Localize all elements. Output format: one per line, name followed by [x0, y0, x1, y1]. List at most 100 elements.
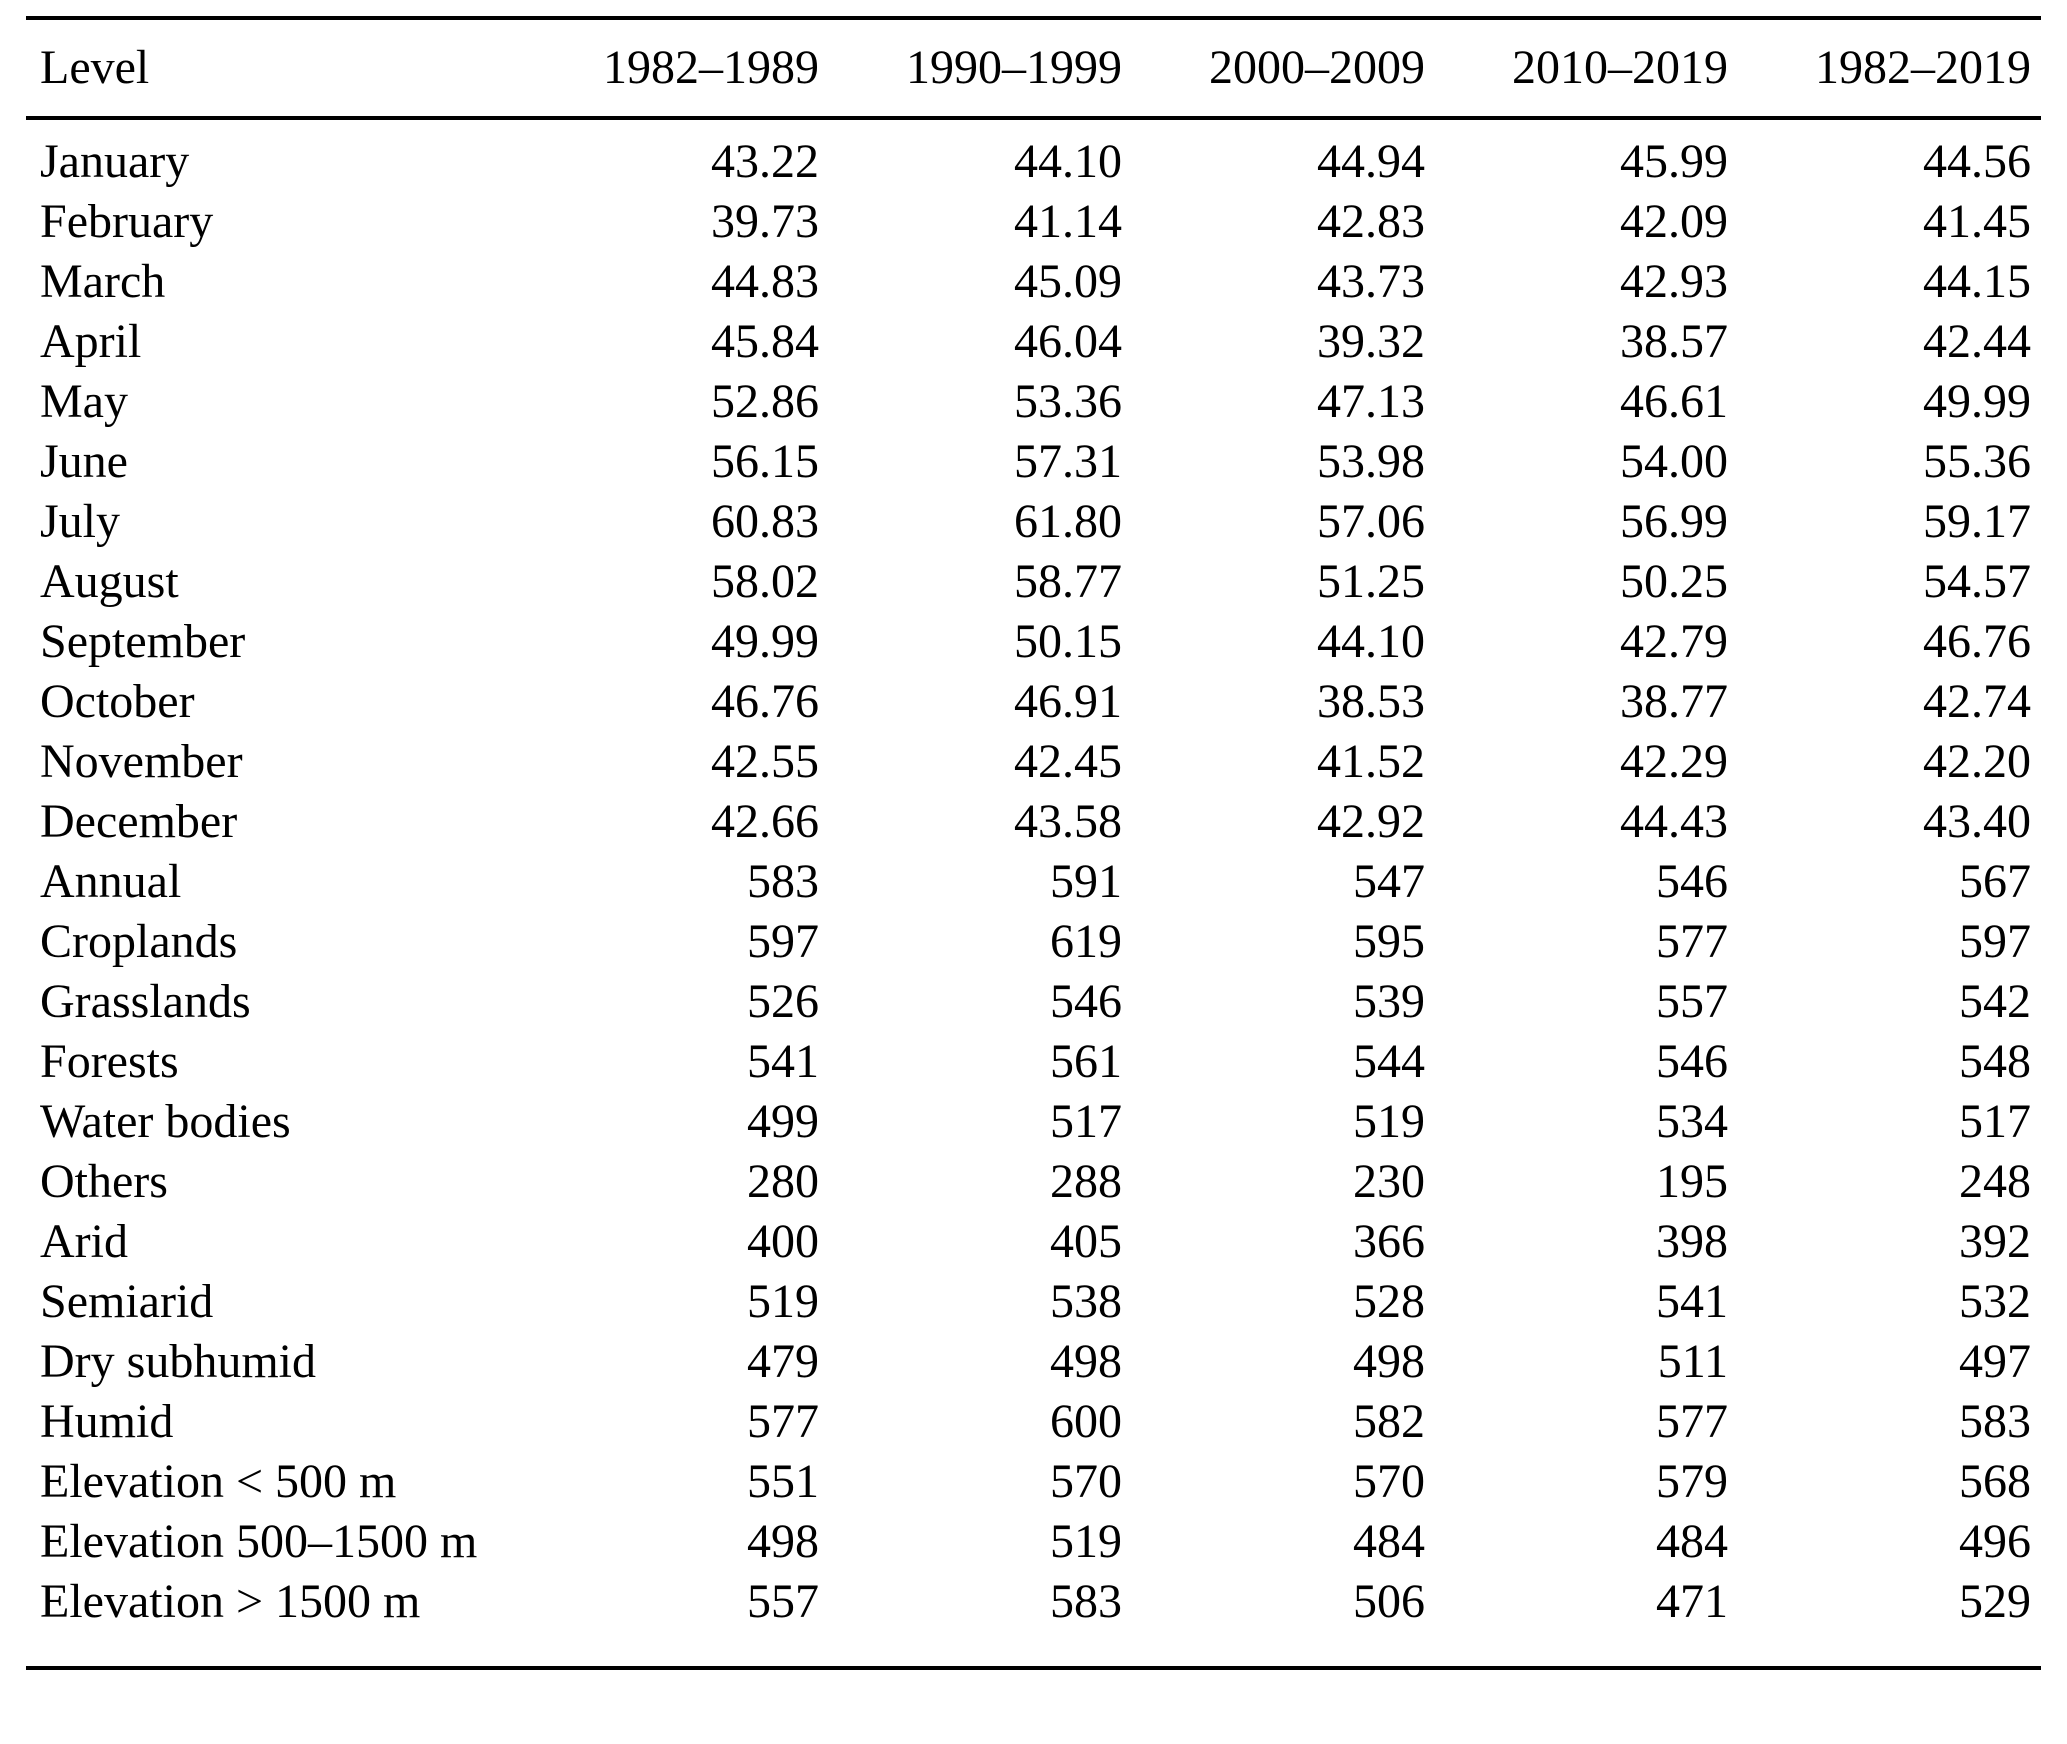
table-row: Elevation 500–1500 m 498 519 484 484 496 — [26, 1512, 2041, 1572]
table-row: February 39.73 41.14 42.83 42.09 41.45 — [26, 192, 2041, 252]
value-cell: 195 — [1656, 1155, 1728, 1208]
value-cell: 579 — [1656, 1455, 1728, 1508]
value-cell: 42.74 — [1923, 675, 2031, 728]
table-row: Water bodies 499 517 519 534 517 — [26, 1092, 2041, 1152]
value-cell: 42.29 — [1620, 735, 1728, 788]
value-cell: 46.76 — [1923, 615, 2031, 668]
value-cell: 561 — [1050, 1035, 1122, 1088]
value-cell: 42.79 — [1620, 615, 1728, 668]
table-row: October 46.76 46.91 38.53 38.77 42.74 — [26, 672, 2041, 732]
value-cell: 517 — [1959, 1095, 2031, 1148]
value-cell: 46.76 — [711, 675, 819, 728]
value-cell: 55.36 — [1923, 435, 2031, 488]
value-cell: 405 — [1050, 1215, 1122, 1268]
value-cell: 44.94 — [1317, 135, 1425, 188]
value-cell: 288 — [1050, 1155, 1122, 1208]
value-cell: 58.02 — [711, 555, 819, 608]
value-cell: 547 — [1353, 855, 1425, 908]
value-cell: 528 — [1353, 1275, 1425, 1328]
column-header: 2000–2009 — [1132, 18, 1435, 120]
value-cell: 496 — [1959, 1515, 2031, 1568]
value-cell: 44.83 — [711, 255, 819, 308]
value-cell: 280 — [747, 1155, 819, 1208]
row-label: July — [40, 495, 121, 548]
row-label: Elevation < 500 m — [40, 1455, 397, 1508]
value-cell: 583 — [747, 855, 819, 908]
value-cell: 548 — [1959, 1035, 2031, 1088]
row-label: November — [40, 735, 243, 788]
value-cell: 39.73 — [711, 195, 819, 248]
value-cell: 39.32 — [1317, 315, 1425, 368]
value-cell: 41.52 — [1317, 735, 1425, 788]
value-cell: 366 — [1353, 1215, 1425, 1268]
value-cell: 44.43 — [1620, 795, 1728, 848]
table-row: Humid 577 600 582 577 583 — [26, 1392, 2041, 1452]
table-row: January 43.22 44.10 44.94 45.99 44.56 — [26, 118, 2041, 192]
value-cell: 44.10 — [1317, 615, 1425, 668]
table-row: Croplands 597 619 595 577 597 — [26, 912, 2041, 972]
value-cell: 570 — [1050, 1455, 1122, 1508]
value-cell: 46.91 — [1014, 675, 1122, 728]
value-cell: 539 — [1353, 975, 1425, 1028]
row-label: Grasslands — [40, 975, 251, 1028]
value-cell: 46.04 — [1014, 315, 1122, 368]
value-cell: 577 — [1656, 1395, 1728, 1448]
value-cell: 46.61 — [1620, 375, 1728, 428]
value-cell: 498 — [1353, 1335, 1425, 1388]
value-cell: 44.15 — [1923, 255, 2031, 308]
value-cell: 546 — [1656, 855, 1728, 908]
value-cell: 546 — [1050, 975, 1122, 1028]
value-cell: 49.99 — [1923, 375, 2031, 428]
value-cell: 498 — [747, 1515, 819, 1568]
value-cell: 44.56 — [1923, 135, 2031, 188]
value-cell: 582 — [1353, 1395, 1425, 1448]
table-row: Others 280 288 230 195 248 — [26, 1152, 2041, 1212]
value-cell: 541 — [1656, 1275, 1728, 1328]
value-cell: 538 — [1050, 1275, 1122, 1328]
row-label: Elevation 500–1500 m — [40, 1515, 478, 1568]
value-cell: 47.13 — [1317, 375, 1425, 428]
value-cell: 44.10 — [1014, 135, 1122, 188]
value-cell: 43.22 — [711, 135, 819, 188]
value-cell: 600 — [1050, 1395, 1122, 1448]
value-cell: 42.83 — [1317, 195, 1425, 248]
value-cell: 557 — [1656, 975, 1728, 1028]
value-cell: 591 — [1050, 855, 1122, 908]
value-cell: 542 — [1959, 975, 2031, 1028]
value-cell: 41.45 — [1923, 195, 2031, 248]
column-header: 1982–1989 — [526, 18, 829, 120]
value-cell: 546 — [1656, 1035, 1728, 1088]
table-row: April 45.84 46.04 39.32 38.57 42.44 — [26, 312, 2041, 372]
value-cell: 398 — [1656, 1215, 1728, 1268]
value-cell: 577 — [1656, 915, 1728, 968]
value-cell: 45.09 — [1014, 255, 1122, 308]
value-cell: 517 — [1050, 1095, 1122, 1148]
value-cell: 57.06 — [1317, 495, 1425, 548]
value-cell: 51.25 — [1317, 555, 1425, 608]
value-cell: 506 — [1353, 1575, 1425, 1628]
row-label: February — [40, 195, 214, 248]
value-cell: 519 — [747, 1275, 819, 1328]
row-label: June — [40, 435, 128, 488]
table-row: Dry subhumid 479 498 498 511 497 — [26, 1332, 2041, 1392]
table-row: December 42.66 43.58 42.92 44.43 43.40 — [26, 792, 2041, 852]
value-cell: 56.15 — [711, 435, 819, 488]
value-cell: 497 — [1959, 1335, 2031, 1388]
value-cell: 534 — [1656, 1095, 1728, 1148]
row-label: Croplands — [40, 915, 238, 968]
value-cell: 54.00 — [1620, 435, 1728, 488]
value-cell: 595 — [1353, 915, 1425, 968]
value-cell: 567 — [1959, 855, 2031, 908]
row-label: Semiarid — [40, 1275, 214, 1328]
value-cell: 484 — [1656, 1515, 1728, 1568]
value-cell: 43.40 — [1923, 795, 2031, 848]
value-cell: 53.36 — [1014, 375, 1122, 428]
row-label: Humid — [40, 1395, 174, 1448]
value-cell: 519 — [1050, 1515, 1122, 1568]
table-header-row: Level 1982–1989 1990–1999 2000–2009 2010–201… — [26, 18, 2041, 120]
row-label: March — [40, 255, 166, 308]
value-cell: 53.98 — [1317, 435, 1425, 488]
value-cell: 392 — [1959, 1215, 2031, 1268]
table-row: Elevation > 1500 m 557 583 506 471 529 — [26, 1572, 2041, 1668]
value-cell: 52.86 — [711, 375, 819, 428]
